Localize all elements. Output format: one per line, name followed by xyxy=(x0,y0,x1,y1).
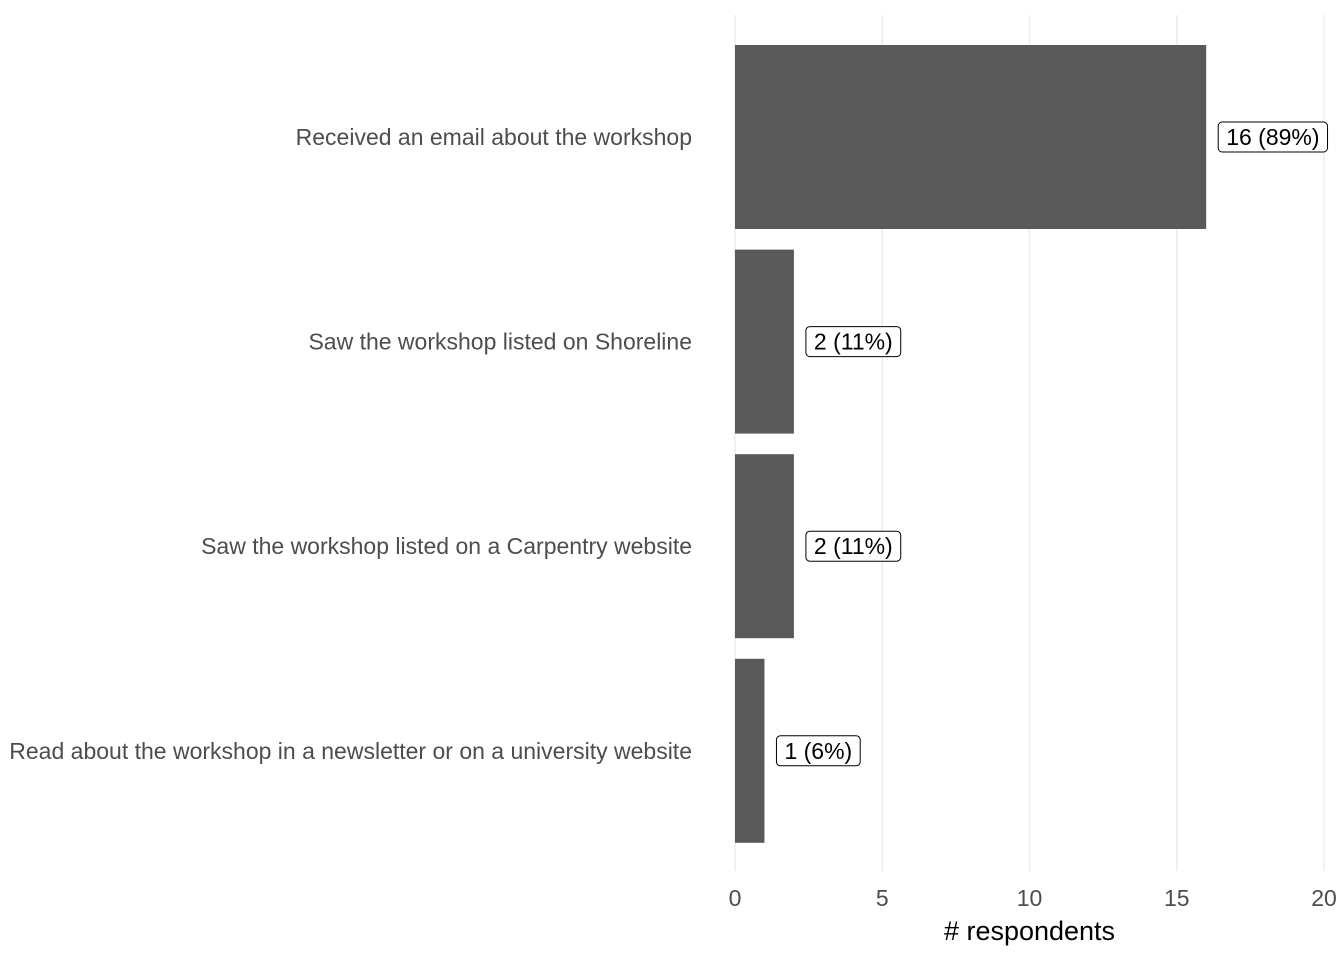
x-tick-label: 5 xyxy=(876,885,889,911)
bar xyxy=(735,658,765,843)
bars xyxy=(735,45,1207,843)
data-label-box xyxy=(805,326,902,358)
data-label-box xyxy=(1217,121,1329,153)
category-label: Saw the workshop listed on Shoreline xyxy=(308,329,692,355)
data-label-text: 2 (11%) xyxy=(814,533,893,559)
bar xyxy=(735,45,1207,229)
data-label: 1 (6%) xyxy=(775,735,861,767)
data-label: 16 (89%) xyxy=(1217,121,1329,153)
bar xyxy=(735,454,794,639)
bar xyxy=(735,249,794,434)
data-label-text: 1 (6%) xyxy=(784,738,852,764)
data-label: 2 (11%) xyxy=(805,326,902,358)
x-tick-label: 0 xyxy=(729,885,742,911)
data-label-box xyxy=(775,735,861,767)
x-axis-title: # respondents xyxy=(944,916,1115,946)
x-tick-label: 10 xyxy=(1017,885,1043,911)
data-label-box xyxy=(805,530,902,562)
x-tick-label: 15 xyxy=(1164,885,1190,911)
category-label: Received an email about the workshop xyxy=(296,124,692,150)
data-label: 2 (11%) xyxy=(805,530,902,562)
category-labels: Received an email about the workshop Saw … xyxy=(9,124,692,764)
data-label-text: 16 (89%) xyxy=(1226,124,1319,150)
x-tick-label: 20 xyxy=(1311,885,1337,911)
x-tick-labels: 0 5 10 15 20 xyxy=(729,885,1337,911)
category-label: Saw the workshop listed on a Carpentry w… xyxy=(201,533,692,559)
data-labels: 16 (89%) 2 (11%) 2 (11%) 1 (6%) xyxy=(775,121,1329,767)
category-label: Read about the workshop in a newsletter … xyxy=(9,738,692,764)
data-label-text: 2 (11%) xyxy=(814,329,893,355)
